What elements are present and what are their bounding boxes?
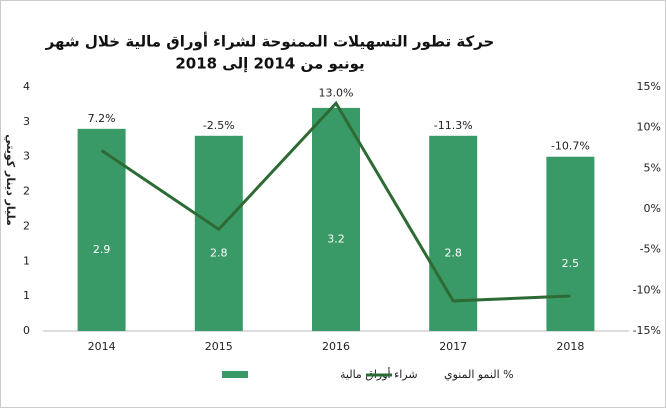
y2-tick-label: 15% (637, 80, 661, 93)
growth-label: 13.0% (319, 86, 354, 99)
chart-subtitle: يونيو من 2014 إلى 2018 (175, 55, 364, 73)
x-tick-label: 2017 (439, 340, 467, 353)
y-tick-label: 0 (23, 324, 30, 337)
bar-label: 2.9 (93, 243, 111, 256)
growth-label: -11.3% (434, 119, 473, 132)
bar (77, 128, 126, 331)
y-tick-label: 1 (23, 289, 30, 302)
x-tick-label: 2018 (556, 340, 584, 353)
y-tick-label: 2 (23, 219, 30, 232)
y2-tick-label: 0% (644, 202, 661, 215)
y-tick-label: 3 (23, 115, 30, 128)
growth-label: -2.5% (203, 119, 235, 132)
y2-tick-label: 10% (637, 121, 661, 134)
y2-tick-label: -5% (640, 243, 661, 256)
y2-tick-label: 5% (644, 161, 661, 174)
y-tick-label: 2 (23, 185, 30, 198)
bar (194, 135, 243, 331)
growth-label: -10.7% (551, 140, 590, 153)
x-tick-label: 2014 (88, 340, 116, 353)
y-axis-title: مليار دينار كويتي (4, 134, 17, 226)
y-tick-label: 1 (23, 254, 30, 267)
legend-label: % النمو المنوي (444, 368, 514, 381)
bar-label: 2.8 (444, 246, 462, 259)
growth-label: 7.2% (88, 112, 116, 125)
chart-title: حركة تطور التسهيلات الممنوحة لشراء أوراق… (45, 32, 495, 51)
y2-tick-label: -15% (633, 324, 661, 337)
bar-label: 2.8 (210, 246, 228, 259)
growth-line (100, 100, 571, 303)
x-tick-label: 2016 (322, 340, 350, 353)
bar-label: 2.5 (562, 257, 580, 270)
bar (312, 107, 360, 332)
x-tick-label: 2015 (205, 340, 233, 353)
bar-label: 3.2 (327, 232, 345, 245)
bar (546, 156, 595, 331)
y-tick-label: 3 (23, 150, 30, 163)
legend-swatch (222, 371, 248, 378)
y-tick-label: 4 (23, 80, 30, 93)
y2-tick-label: -10% (633, 283, 661, 296)
